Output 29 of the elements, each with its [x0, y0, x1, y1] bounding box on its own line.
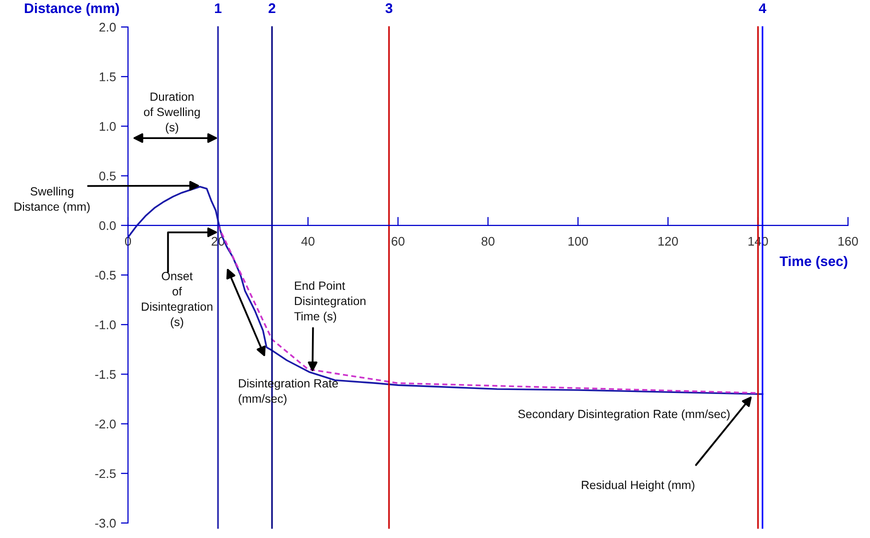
y-axis-title: Distance (mm): [24, 2, 119, 16]
x-axis-title: Time (sec): [780, 256, 848, 269]
x-tick-label: 160: [838, 236, 858, 246]
x-tick-label: 60: [392, 236, 404, 246]
y-tick-label: -0.5: [95, 270, 116, 280]
y-tick-label: 0.5: [99, 172, 116, 180]
annotation: 3: [385, 3, 392, 14]
annotation: Duration of Swelling (s): [144, 92, 200, 134]
x-tick-label: 100: [568, 236, 588, 246]
annotation: 2: [268, 3, 276, 14]
annotation: Onset of Disintegration (s): [142, 272, 212, 328]
x-tick-label: 120: [658, 236, 678, 246]
y-tick-label: 0.0: [99, 221, 116, 230]
annotation: Swelling Distance (mm): [14, 186, 90, 214]
x-tick-label: 40: [301, 236, 314, 246]
y-tick-label: -1.5: [95, 370, 116, 379]
annotation: 4: [758, 3, 766, 14]
annotation: Secondary Disintegration Rate (mm/sec): [518, 409, 730, 421]
annotation: End Point Disintegration Time (s): [294, 281, 366, 323]
y-tick-label: 1.5: [100, 72, 116, 82]
y-tick-label: -3.0: [95, 518, 116, 528]
x-tick-label: 80: [482, 236, 494, 246]
annotation: 1: [215, 3, 222, 14]
y-tick-label: -2.5: [95, 469, 116, 478]
y-tick-label: 1.0: [100, 122, 116, 131]
y-tick-label: -2.0: [95, 420, 116, 428]
y-tick-label: 2.0: [99, 22, 116, 32]
annotation: Residual Height (mm): [582, 480, 694, 492]
y-tick-label: -1.0: [95, 320, 116, 330]
